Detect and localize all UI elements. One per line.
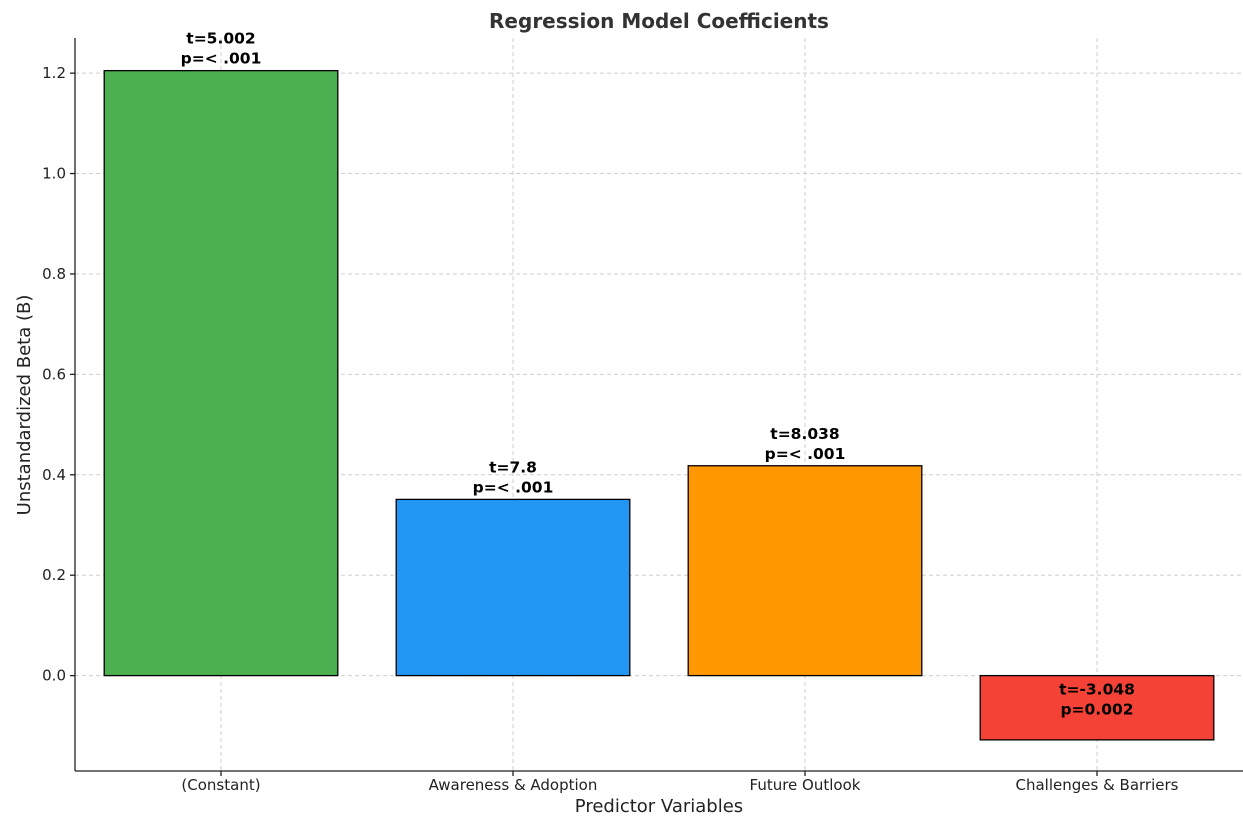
y-tick-label: 0.8 [42, 265, 66, 283]
bar-p-label: p=< .001 [765, 445, 846, 463]
bar [395, 498, 631, 677]
bars [103, 69, 1215, 741]
y-tick-label: 0.4 [42, 466, 66, 484]
chart-title: Regression Model Coefficients [489, 9, 829, 33]
y-axis-title: Unstandardized Beta (B) [14, 295, 35, 516]
x-tick-label: Awareness & Adoption [429, 776, 598, 794]
x-axis-title: Predictor Variables [575, 796, 743, 817]
bar-t-label: t=-3.048 [1059, 681, 1135, 699]
y-tick-label: 1.2 [42, 64, 66, 82]
tick-labels: 0.0 0.2 0.4 0.6 0.8 1.0 1.2 (Constant) Awareness… [42, 64, 1179, 794]
bar-p-label: p=< .001 [181, 50, 262, 68]
y-tick-label: 0.2 [42, 566, 66, 584]
bar-p-label: p=< .001 [473, 478, 554, 496]
y-tick-label: 0.0 [42, 667, 66, 685]
bar [979, 674, 1215, 741]
bar-p-label: p=0.002 [1060, 701, 1133, 719]
bar-t-label: t=8.038 [770, 425, 839, 443]
bar [103, 69, 339, 677]
x-tick-label: Challenges & Barriers [1016, 776, 1179, 794]
bar-annotations: t=5.002 p=< .001 t=7.8 p=< .001 t=8.038 p=< .… [181, 30, 1135, 719]
y-tick-label: 0.6 [42, 365, 66, 383]
bar-t-label: t=7.8 [489, 458, 537, 476]
x-tick-label: Future Outlook [750, 776, 861, 794]
y-tick-label: 1.0 [42, 165, 66, 183]
bar [687, 465, 923, 677]
bar-t-label: t=5.002 [186, 30, 255, 48]
axes [70, 38, 1243, 776]
x-tick-label: (Constant) [181, 776, 260, 794]
